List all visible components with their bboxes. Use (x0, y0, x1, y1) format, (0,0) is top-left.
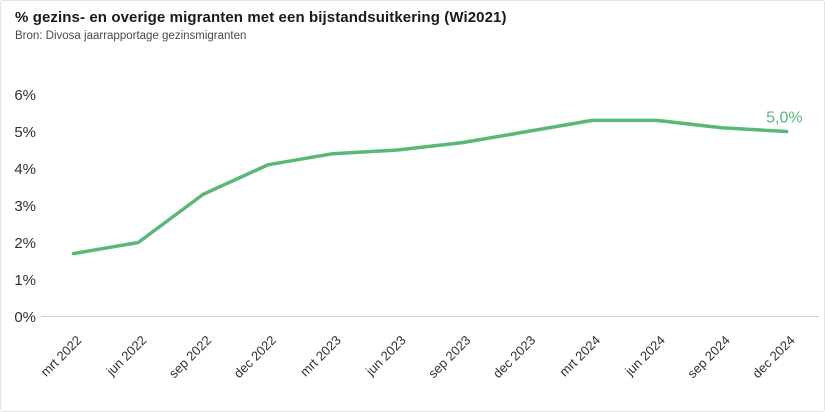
x-axis-tick-label: jun 2022 (103, 333, 150, 380)
y-axis-tick-label: 0% (14, 309, 36, 326)
x-axis: mrt 2022 jun 2022 sep 2022 dec 2022 mrt 2023… (38, 316, 819, 381)
x-axis-tick-label: mrt 2022 (38, 333, 85, 380)
y-axis-tick-label: 2% (14, 235, 36, 252)
x-axis-tick-label: dec 2023 (490, 333, 538, 381)
y-axis: 0% 1% 2% 3% 4% 5% 6% (14, 87, 36, 326)
chart-source: Bron: Divosa jaarrapportage gezinsmigran… (15, 30, 247, 42)
x-axis-tick-label: sep 2023 (425, 333, 473, 381)
data-line[interactable] (71, 118, 789, 256)
y-axis-tick-label: 6% (14, 87, 36, 104)
y-axis-tick-label: 5% (14, 124, 36, 141)
x-axis-tick-label: dec 2024 (749, 333, 797, 381)
y-axis-tick-label: 1% (14, 272, 36, 289)
x-axis-tick-label: jun 2023 (362, 333, 409, 380)
x-axis-tick-label: sep 2024 (684, 333, 732, 381)
x-axis-tick-label: jun 2024 (621, 333, 668, 380)
y-axis-tick-label: 4% (14, 161, 36, 178)
x-axis-tick-label: mrt 2023 (297, 333, 344, 380)
end-value-label: 5,0% (766, 110, 802, 127)
y-axis-tick-label: 3% (14, 198, 36, 215)
x-axis-tick-label: sep 2022 (166, 333, 214, 381)
chart-title: % gezins- en overige migranten met een b… (15, 9, 507, 26)
x-axis-tick-label: mrt 2024 (556, 333, 603, 380)
x-axis-tick-label: dec 2022 (231, 333, 279, 381)
